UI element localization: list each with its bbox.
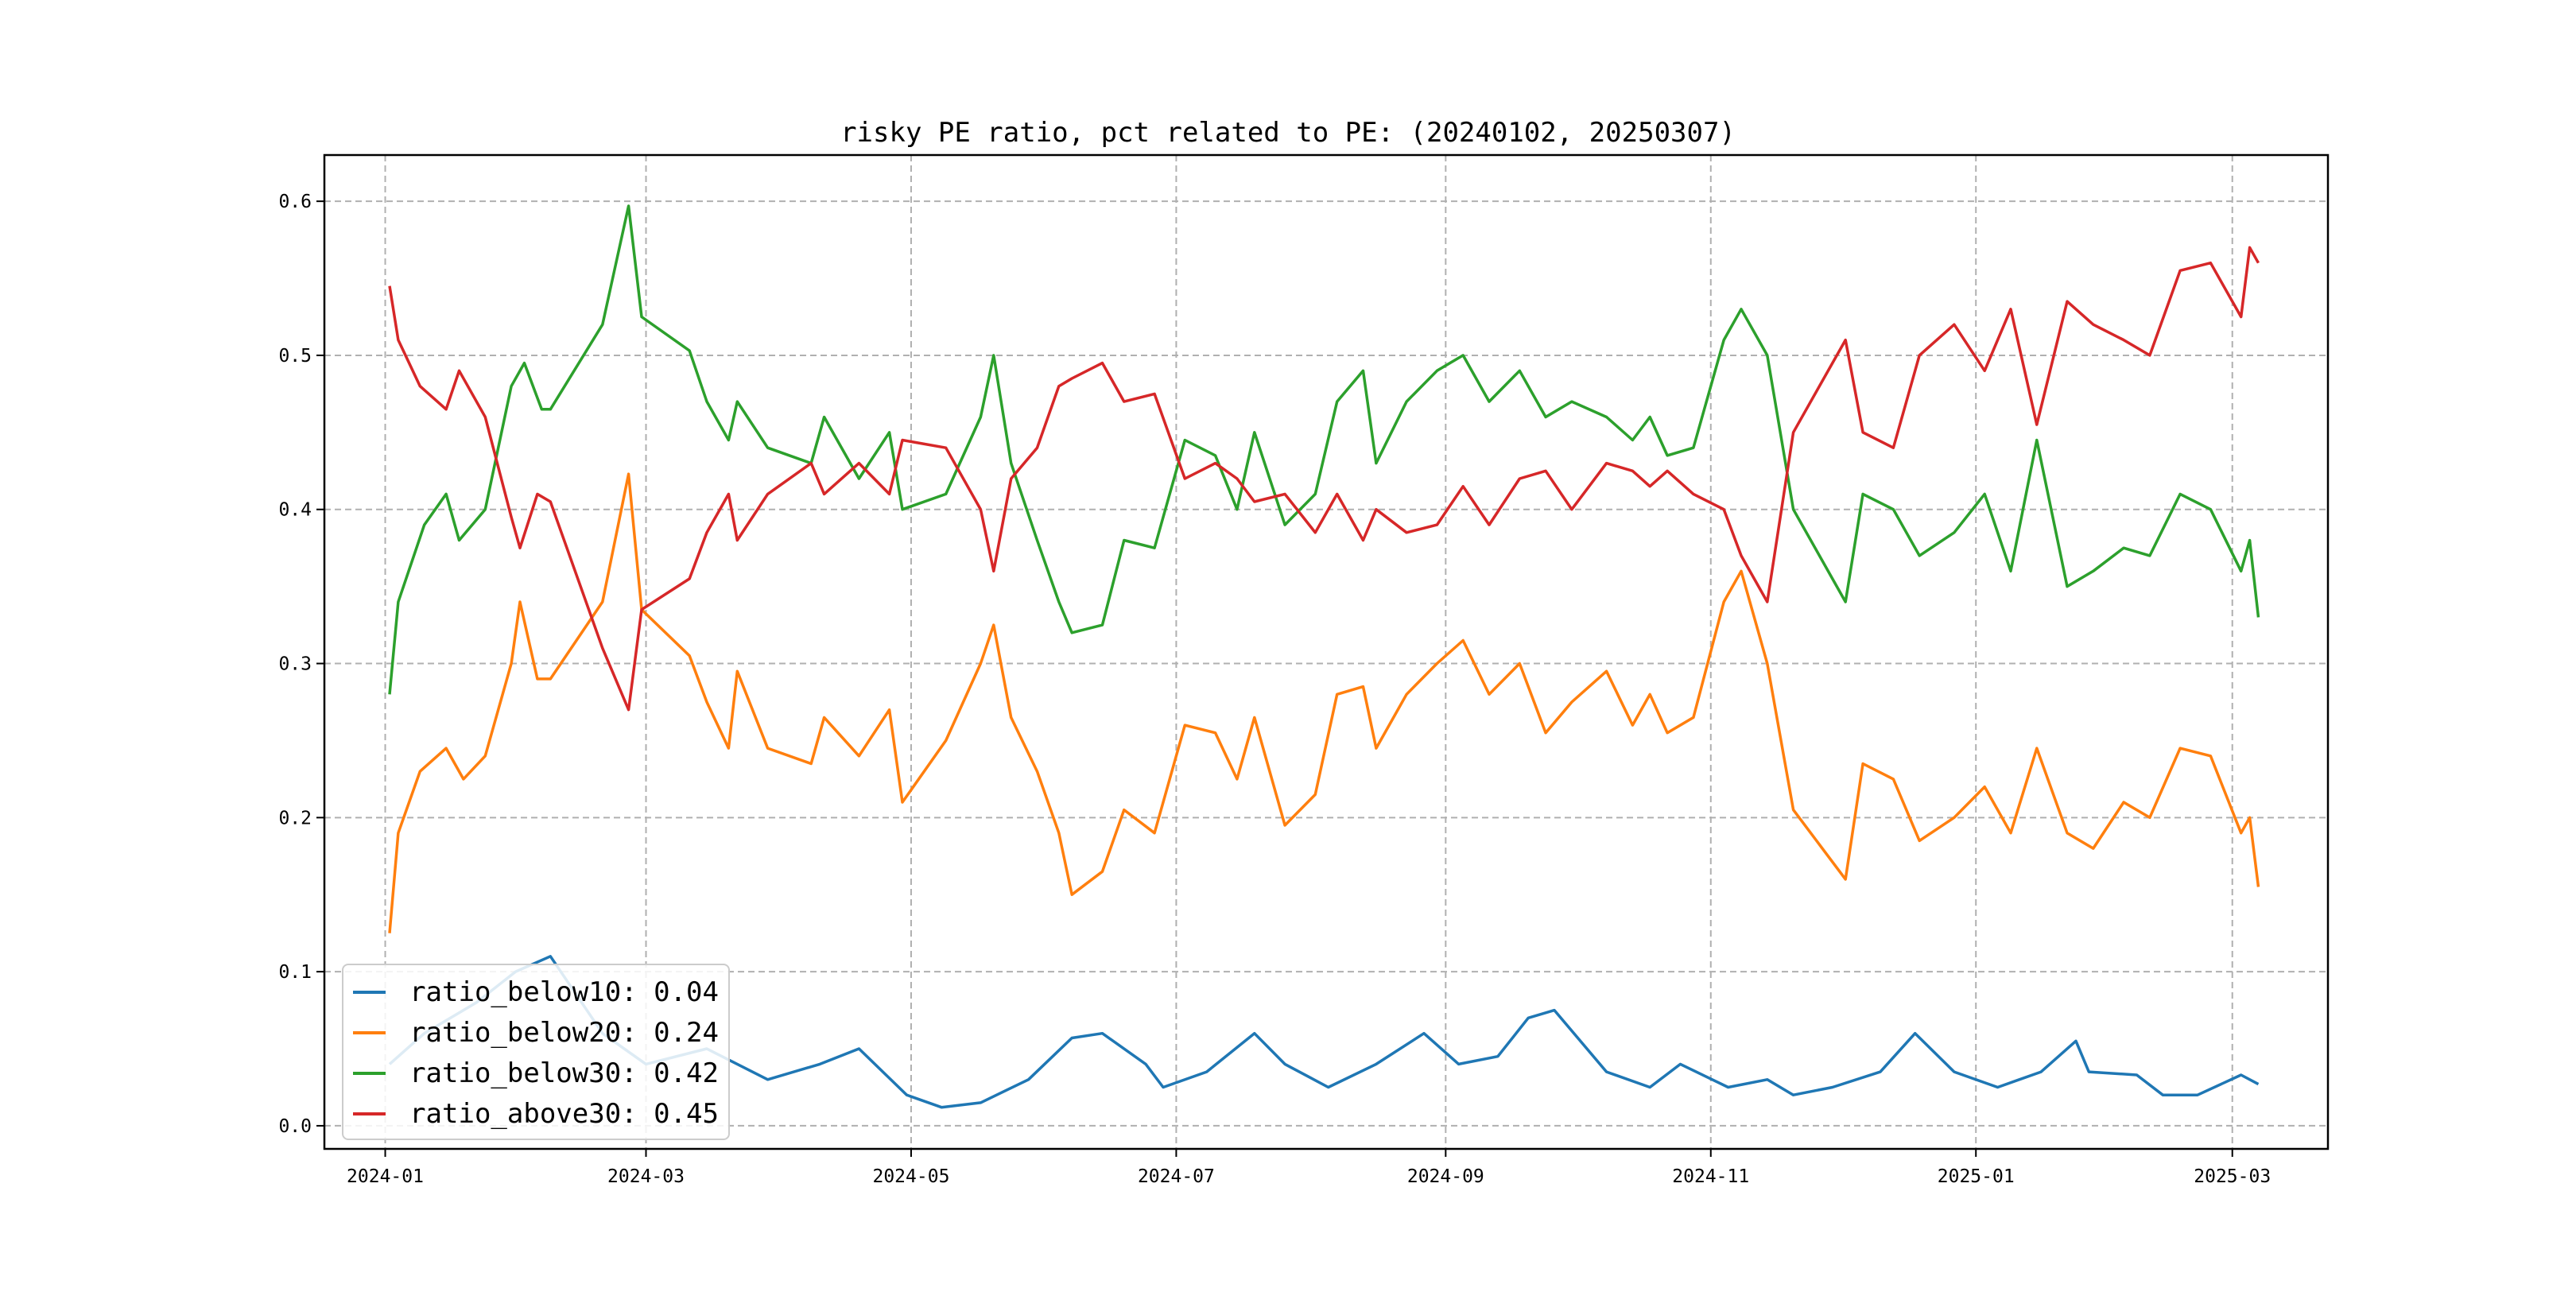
chart-title: risky PE ratio, pct related to PE: (2024…	[840, 117, 1736, 149]
legend-item-ratio_below20: ratio_below20: 0.24	[353, 1012, 719, 1053]
x-tick-label: 2024-07	[1138, 1166, 1215, 1187]
y-tick-label: 0.6	[278, 192, 312, 212]
y-tick-label: 0.0	[278, 1116, 312, 1137]
x-tick-label: 2024-09	[1407, 1166, 1484, 1187]
legend-swatch	[353, 1071, 386, 1075]
y-tick-label: 0.3	[278, 654, 312, 675]
y-tick-label: 0.1	[278, 962, 312, 983]
x-tick-label: 2025-03	[2194, 1166, 2271, 1187]
legend-label: ratio_above30: 0.45	[409, 1097, 719, 1130]
legend-label: ratio_below20: 0.24	[409, 1016, 719, 1049]
series-line-ratio_below30	[388, 204, 2260, 695]
legend-swatch	[353, 1112, 386, 1115]
series-line-ratio_above30	[388, 246, 2260, 712]
series-lines	[388, 204, 2260, 1109]
legend-swatch	[353, 1030, 386, 1034]
axes: 2024-01 2024-03 2024-05 2024-07 2024-09 2024-…	[278, 192, 2271, 1187]
x-tick-label: 2025-01	[1938, 1166, 2015, 1187]
series-line-ratio_below10	[388, 955, 2260, 1109]
legend-label: ratio_below10: 0.04	[409, 976, 719, 1008]
legend-swatch	[353, 990, 386, 994]
legend-item-ratio_above30: ratio_above30: 0.45	[353, 1093, 719, 1134]
y-tick-label: 0.2	[278, 808, 312, 828]
y-tick-label: 0.5	[278, 346, 312, 367]
legend-item-ratio_below10: ratio_below10: 0.04	[353, 972, 719, 1012]
x-tick-label: 2024-05	[872, 1166, 949, 1187]
x-tick-label: 2024-11	[1672, 1166, 1749, 1187]
plot-frame	[323, 153, 2330, 1150]
x-tick-label: 2024-01	[347, 1166, 424, 1187]
legend-item-ratio_below30: ratio_below30: 0.42	[353, 1053, 719, 1093]
y-tick-label: 0.4	[278, 500, 312, 521]
x-tick-label: 2024-03	[607, 1166, 685, 1187]
legend-label: ratio_below30: 0.42	[409, 1057, 719, 1089]
legend: ratio_below10: 0.04 ratio_below20: 0.24 ra…	[342, 964, 730, 1140]
series-line-ratio_below20	[388, 472, 2260, 933]
